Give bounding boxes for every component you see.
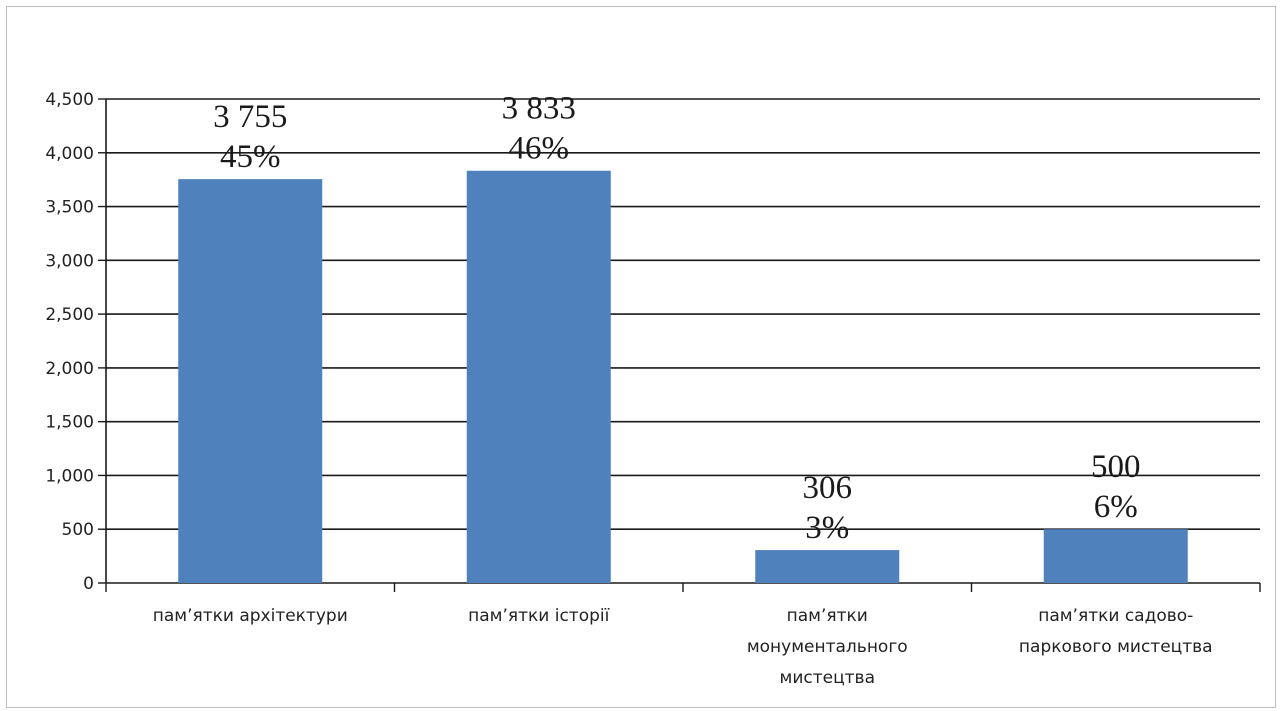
y-tick-label: 3,000: [45, 251, 94, 271]
x-category-label: пам’ятки архітектури: [153, 606, 348, 626]
x-category-label: паркового мистецтва: [1019, 637, 1213, 657]
y-tick-label: 3,500: [45, 198, 94, 218]
x-category-label: мистецтва: [780, 668, 876, 688]
data-label-value: 500: [1091, 449, 1141, 485]
data-label-percent: 3%: [805, 510, 849, 546]
data-label-percent: 45%: [220, 139, 281, 175]
x-category-label: пам’ятки історії: [468, 606, 609, 626]
y-tick-label: 4,000: [45, 144, 94, 164]
y-tick-label: 1,000: [45, 466, 94, 486]
bar: [178, 179, 323, 583]
data-label-value: 3 755: [213, 99, 287, 135]
y-tick-label: 2,000: [45, 359, 94, 379]
x-category-label: пам’ятки садово-: [1038, 606, 1193, 626]
bar: [755, 550, 900, 583]
data-label-value: 3 833: [502, 91, 576, 127]
y-tick-label: 2,500: [45, 305, 94, 325]
y-tick-label: 1,500: [45, 413, 94, 433]
y-tick-label: 500: [62, 520, 94, 540]
data-label-percent: 46%: [509, 131, 570, 167]
y-tick-label: 0: [83, 574, 94, 594]
y-tick-label: 4,500: [45, 90, 94, 110]
data-label-percent: 6%: [1094, 489, 1138, 525]
x-category-label: пам’ятки: [787, 606, 868, 626]
x-category-label: монументального: [747, 637, 908, 657]
bar: [1043, 529, 1188, 583]
bar: [466, 170, 611, 583]
data-label-value: 306: [803, 470, 853, 506]
